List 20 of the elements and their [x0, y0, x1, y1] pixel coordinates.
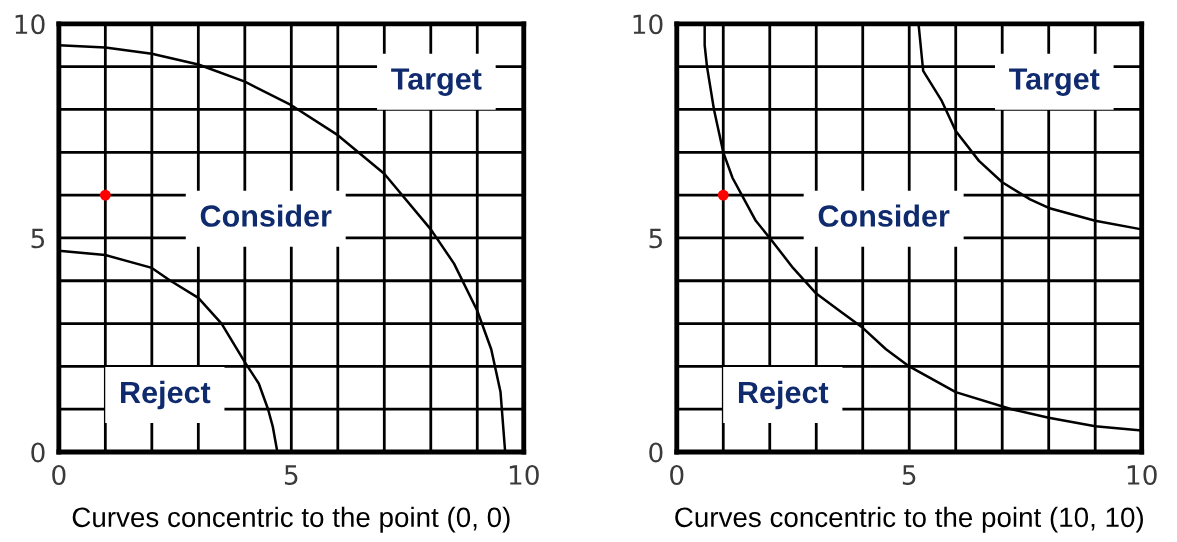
x-axis-title: Curves concentric to the point (10, 10)	[675, 506, 1143, 533]
annotation: Reject	[121, 380, 211, 410]
y-tick-label: 10	[633, 14, 663, 35]
x-tick-label: 5	[284, 465, 298, 485]
y-tick-label: 0	[31, 442, 45, 463]
annotation: Consider	[200, 204, 332, 227]
y-tick-label: 5	[31, 228, 45, 249]
annotation: Reject	[738, 380, 829, 410]
x-tick-label: 5	[902, 465, 916, 485]
x-tick-label: 10	[509, 464, 539, 485]
annotation: Target	[391, 68, 482, 96]
x-tick-label: 10	[1127, 464, 1157, 485]
y-tick-label: 10	[15, 14, 45, 35]
x-tick-label: 0	[670, 464, 684, 485]
x-axis-title: Curves concentric to the point (0, 0)	[72, 506, 510, 533]
annotation: Target	[1009, 68, 1100, 96]
x-tick-label: 0	[52, 464, 66, 485]
annotation: Consider	[818, 204, 950, 227]
y-tick-label: 0	[649, 442, 663, 463]
y-tick-label: 5	[649, 228, 662, 249]
